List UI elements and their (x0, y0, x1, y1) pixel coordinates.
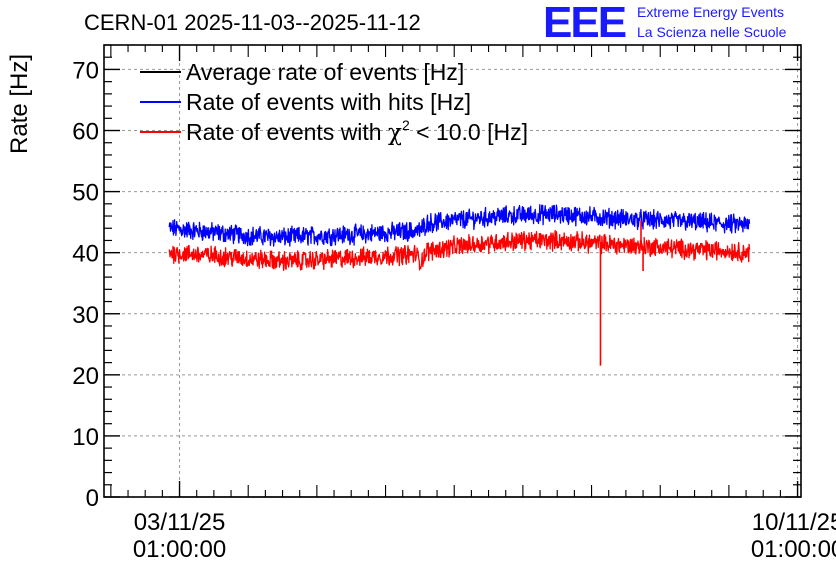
eee-logo: EEE (543, 0, 627, 47)
plot-frame (103, 44, 802, 498)
legend: Average rate of events [Hz] Rate of event… (140, 59, 528, 146)
y-tick-label: 10 (72, 424, 99, 451)
logo-line-1: Extreme Energy Events (637, 4, 785, 20)
series-area (168, 204, 751, 498)
legend-label-chi2: Rate of events with χ2 < 10.0 [Hz] (186, 117, 528, 146)
logo-line-2: La Scienza nelle Scuole (637, 24, 787, 40)
y-axis-title: Rate [Hz] (6, 53, 33, 155)
chart-title: CERN-01 2025-11-03--2025-11-12 (84, 10, 421, 35)
axis-labels: 01020304050607003/11/2501:00:0010/11/250… (72, 57, 836, 563)
x-tick-label-time: 01:00:00 (133, 536, 226, 563)
chi-symbol: χ (388, 120, 402, 146)
legend-label-hits: Rate of events with hits [Hz] (186, 89, 471, 115)
x-tick-label-date: 03/11/25 (134, 509, 226, 536)
x-tick-label-date: 10/11/25 (752, 509, 836, 536)
legend-text: Rate of events with (186, 119, 388, 145)
y-tick-label: 0 (86, 485, 99, 512)
y-tick-label: 70 (72, 57, 99, 84)
y-tick-label: 20 (72, 363, 99, 390)
legend-text: < 10.0 [Hz] (410, 119, 528, 145)
axis-ticks (104, 44, 801, 498)
x-tick-label-time: 01:00:00 (751, 536, 836, 563)
y-tick-label: 30 (72, 302, 99, 329)
superscript: 2 (402, 117, 410, 133)
legend-label-average: Average rate of events [Hz] (186, 59, 464, 85)
y-tick-label: 40 (72, 241, 99, 268)
series-hits (168, 204, 751, 247)
series-chi2 (168, 229, 751, 271)
y-tick-label: 60 (72, 119, 99, 146)
y-tick-label: 50 (72, 180, 99, 207)
